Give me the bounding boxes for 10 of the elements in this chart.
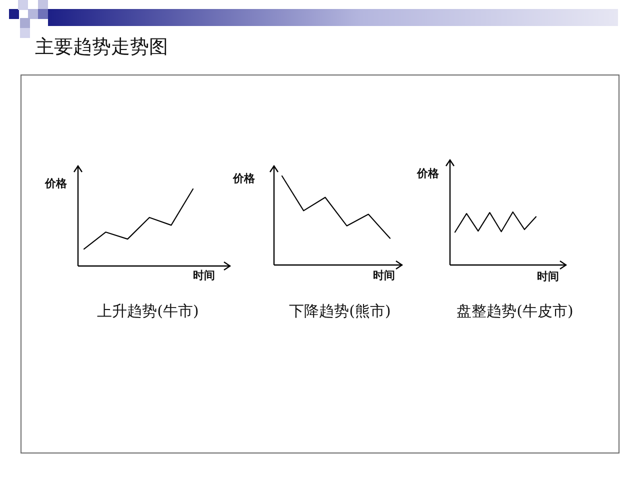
x-axis-title: 时间 <box>373 269 395 282</box>
y-axis-title: 价格 <box>44 177 68 190</box>
text: 主要趋势走势图 <box>35 36 168 58</box>
y-axis-title: 价格 <box>232 172 256 185</box>
x-axis-title: 时间 <box>193 269 215 282</box>
y-axis-title: 价格 <box>416 167 440 180</box>
text: 上升趋势(牛市) <box>97 302 199 320</box>
text: 下降趋势(熊市) <box>289 302 391 320</box>
text: 盘整趋势(牛皮市) <box>456 302 574 320</box>
x-axis-title: 时间 <box>537 270 559 283</box>
